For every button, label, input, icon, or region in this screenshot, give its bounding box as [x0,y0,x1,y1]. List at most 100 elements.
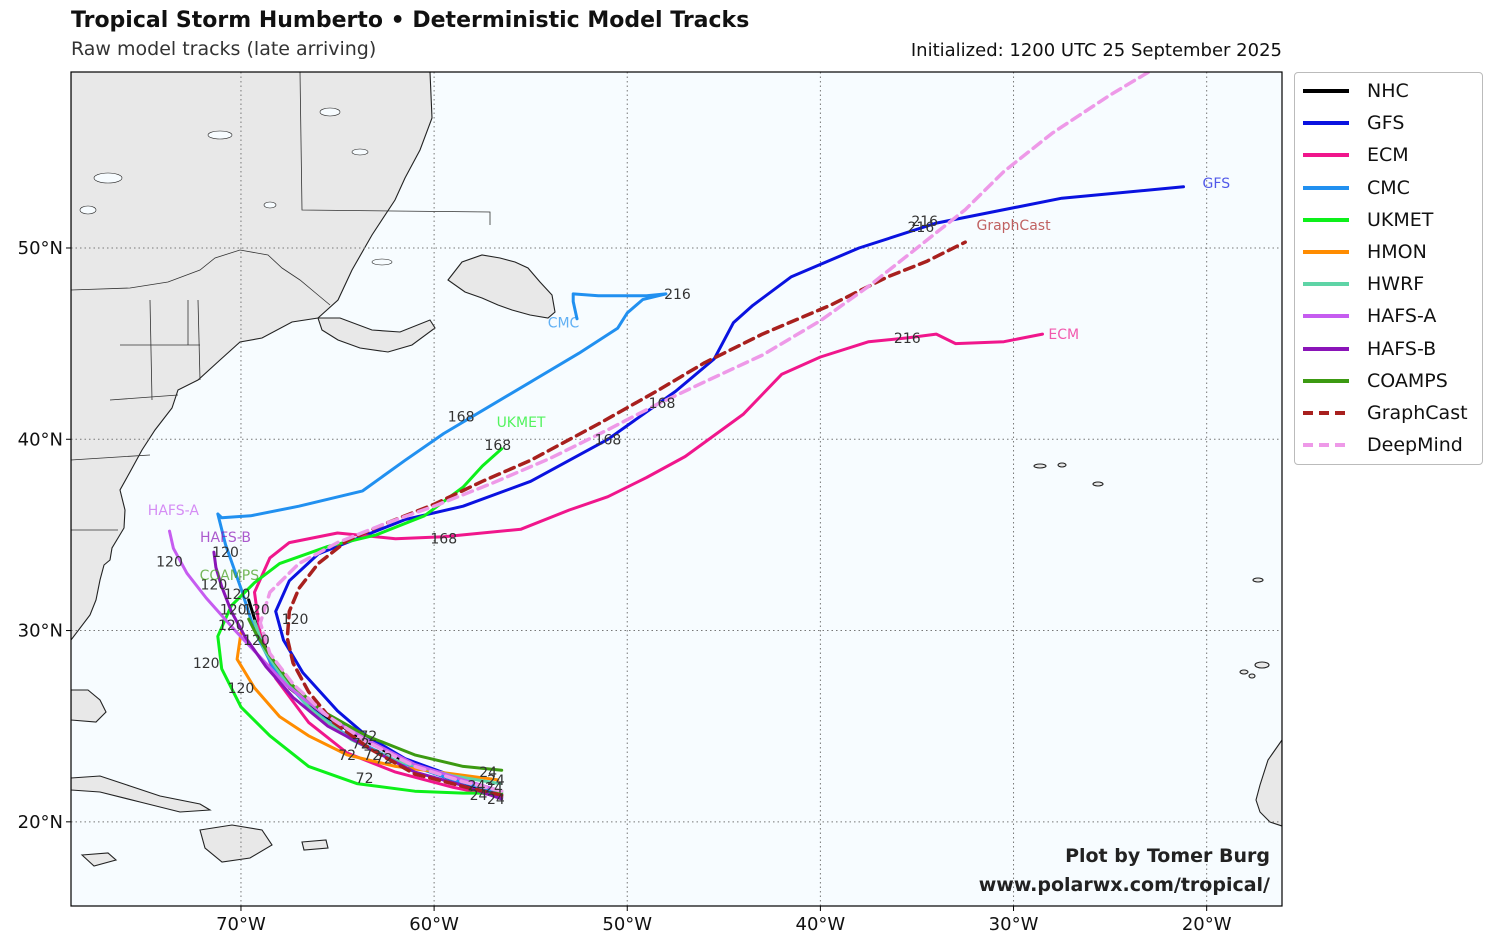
track-hafs-a [168,529,504,793]
legend-swatch [1303,411,1349,415]
forecast-hour-label: 216 [911,214,938,230]
lake [319,107,341,117]
axis-ticks: 70°W 60°W 50°W 40°W 30°W 20°W 20°N 30°N 40°N 50°N [18,238,1232,935]
latitude-tick-label: 30°N [18,621,63,642]
madeira-island [1252,577,1264,583]
forecast-hour-label: 72 [356,771,374,787]
lakes-layer [79,107,393,266]
track-map: 1682161682161682161682161681201201201201… [18,71,1283,935]
lake [263,201,277,209]
legend-swatch [1303,250,1349,254]
legend-item-hafs-b: HAFS-B [1295,337,1483,361]
forecast-hour-label: 120 [243,633,270,649]
model-name-label: COAMPS [200,568,260,584]
legend-label: GraphCast [1367,402,1468,424]
legend-swatch [1303,314,1349,319]
forecast-hour-label: 168 [649,396,676,412]
azores-island [1092,481,1104,487]
track-ukmet [216,447,504,795]
forecast-hour-label: 24 [485,780,503,796]
forecast-hour-label: 72 [360,729,378,745]
africa-land [1255,739,1282,827]
legend-swatch [1303,378,1349,383]
track-ecm [253,332,1044,799]
forecast-hour-label: 120 [224,587,251,603]
latitude-tick-label: 40°N [18,429,63,450]
longitude-tick-label: 40°W [796,914,846,935]
model-tracks [168,72,1185,801]
legend: NHC GFS ECM CMC UKMET HMON HWRF HAFS-A HAFS-B COA… [1294,72,1483,465]
legend-label: DeepMind [1367,434,1463,457]
legend-swatch [1303,153,1349,158]
legend-item-coamps: COAMPS [1295,369,1483,393]
legend-swatch [1303,282,1349,287]
forecast-hour-label: 72 [338,748,356,764]
latitude-tick-label: 50°N [18,238,63,259]
legend-item-hafs-a: HAFS-A [1295,304,1483,328]
puerto-rico-land [301,839,329,851]
legend-item-hmon: HMON [1295,240,1483,264]
track-labels: 1682161682161682161682161681201201201201… [148,176,1230,808]
legend-item-hwrf: HWRF [1295,272,1483,296]
model-name-label: UKMET [497,415,546,431]
florida-land [71,689,107,723]
canary-island [1254,661,1270,669]
azores-island [1057,462,1067,468]
longitude-tick-label: 20°W [1182,914,1232,935]
forecast-hour-label: 120 [220,603,247,619]
jamaica-land [80,852,118,867]
canary-island [1239,669,1249,675]
azores-island [1033,463,1047,469]
initialized-time: Initialized: 1200 UTC 25 September 2025 [910,40,1282,61]
state-border [71,299,200,531]
latitude-tick-label: 20°N [18,812,63,833]
forecast-hour-label: 120 [243,603,270,619]
forecast-hour-label: 120 [201,578,228,594]
track-gfs [274,185,1185,799]
forecast-hour-label: 216 [907,220,934,236]
newfoundland-land [447,254,556,319]
map-title: Tropical Storm Humberto • Deterministic … [71,8,750,33]
cuba-land [71,775,212,813]
legend-swatch [1303,89,1349,93]
model-name-label: ECM [1048,327,1079,343]
province-border [197,299,201,381]
forecast-hour-label: 24 [487,792,505,808]
country-border [71,249,331,306]
legend-label: HAFS-B [1367,337,1437,360]
forecast-hour-label: 72 [375,752,393,768]
legend-label: HWRF [1367,273,1425,296]
forecast-hour-label: 24 [470,788,488,804]
lake [351,148,369,156]
north-america-land [71,72,433,641]
credit-url: www.polarwx.com/tropical/ [978,874,1270,896]
legend-label: HMON [1367,241,1427,263]
lake [207,130,233,140]
canary-island [1248,673,1256,679]
lake [93,172,123,184]
model-name-label: HAFS-A [148,503,200,519]
longitude-tick-label: 30°W [989,914,1039,935]
longitude-tick-label: 50°W [602,914,652,935]
legend-item-nhc: NHC [1295,79,1483,103]
forecast-hour-label: 72 [352,736,370,752]
forecast-hour-label: 120 [212,545,239,561]
legend-label: COAMPS [1367,369,1448,392]
legend-item-gfs: GFS [1295,111,1483,135]
hispaniola-land [199,824,273,863]
longitude-tick-label: 60°W [409,914,459,935]
legend-label: ECM [1367,144,1409,167]
forecast-hour-label: 168 [595,432,622,448]
forecast-hour-label: 216 [894,331,921,347]
legend-item-ukmet: UKMET [1295,208,1483,232]
model-name-label: GFS [1203,176,1231,192]
land-layer [71,72,1282,867]
forecast-hour-label: 120 [228,681,255,697]
legend-swatch [1303,443,1349,448]
forecast-hour-label: 24 [479,765,497,781]
credit-author: Plot by Tomer Burg [1065,845,1270,867]
map-frame [70,71,1283,907]
legend-swatch [1303,346,1349,351]
forecast-hour-label: 120 [156,555,183,571]
forecast-hour-label: 120 [193,656,220,672]
